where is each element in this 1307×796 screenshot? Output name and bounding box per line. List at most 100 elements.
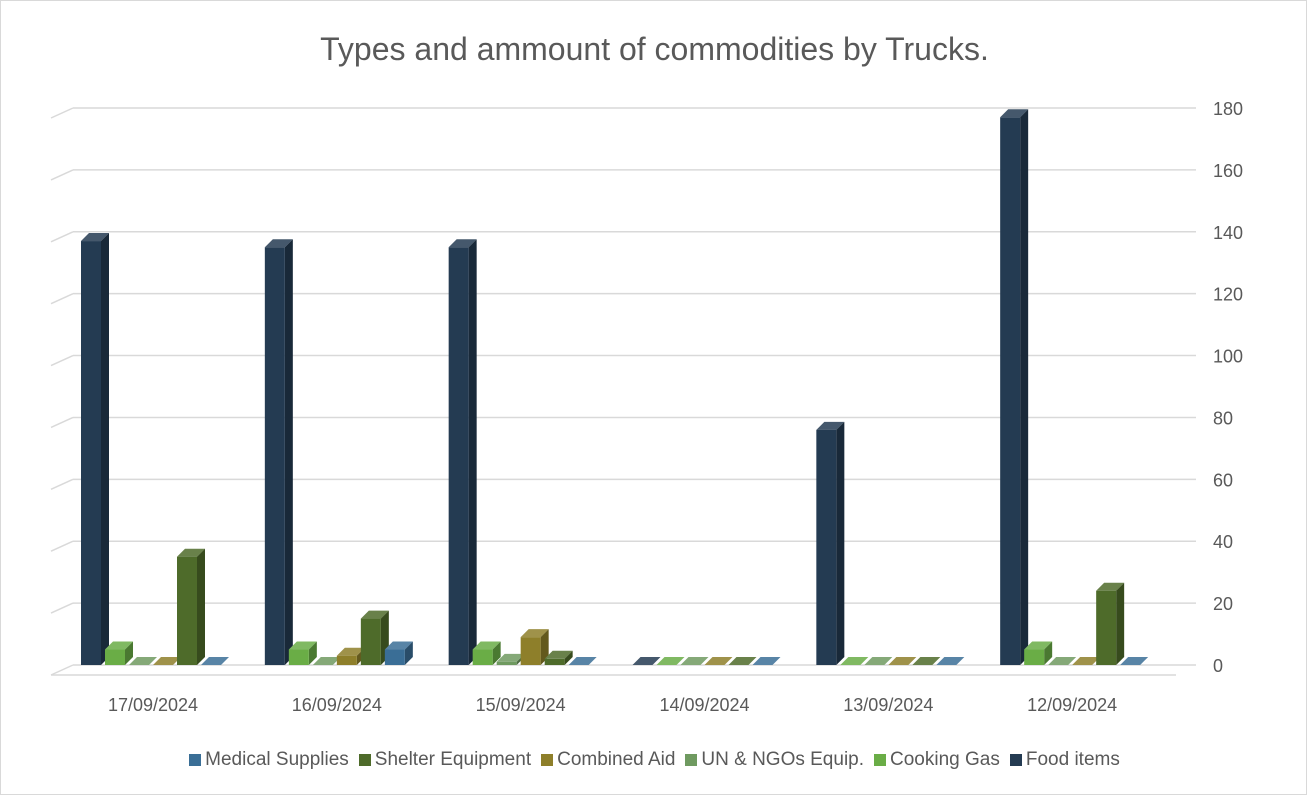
bar <box>544 658 565 665</box>
chart-legend: Medical Supplies Shelter Equipment Combine… <box>1 749 1307 771</box>
chart-title: Types and ammount of commodities by Truc… <box>320 31 989 67</box>
legend-item: Shelter Equipment <box>358 749 532 771</box>
bar-top <box>864 657 893 665</box>
bar <box>1024 649 1045 665</box>
bar-top <box>544 650 573 659</box>
bar-top <box>1048 657 1077 665</box>
bar-side <box>468 239 477 665</box>
y-tick-label: 100 <box>1213 347 1243 367</box>
bar-top <box>752 657 781 665</box>
x-tick-label: 15/09/2024 <box>476 695 566 715</box>
bar-top <box>632 657 661 665</box>
bar-top <box>728 657 757 665</box>
bar-side <box>125 641 133 665</box>
bar-top <box>81 233 109 242</box>
bar-top <box>153 657 181 665</box>
gridline-depth <box>50 107 74 119</box>
bar-side <box>492 641 501 665</box>
gridline-depth <box>50 664 74 676</box>
x-tick-label: 12/09/2024 <box>1027 695 1117 715</box>
gridline-depth <box>50 416 74 429</box>
bar-top <box>704 657 733 665</box>
legend-label: UN & NGOs Equip. <box>701 749 865 770</box>
bar-top <box>1024 641 1053 650</box>
bar-top <box>177 548 205 557</box>
bar-side <box>564 650 573 665</box>
y-tick-label: 80 <box>1213 408 1233 428</box>
bar <box>384 649 405 665</box>
legend-label: Cooking Gas <box>890 749 1000 770</box>
bar-top <box>1000 109 1029 118</box>
bar-top <box>336 647 365 656</box>
bar-top <box>288 641 317 650</box>
legend-item: UN & NGOs Equip. <box>685 749 864 771</box>
x-tick-label: 17/09/2024 <box>108 695 198 715</box>
bar-top <box>1072 657 1101 665</box>
bar-side <box>1044 641 1053 665</box>
bar-top <box>264 239 293 248</box>
legend-label: Combined Aid <box>557 749 676 770</box>
bar-top <box>840 657 869 665</box>
y-tick-label: 60 <box>1213 470 1233 490</box>
gridline-depth <box>50 602 74 614</box>
legend-swatch <box>874 754 887 766</box>
y-tick-label: 140 <box>1213 223 1243 243</box>
x-tick-label: 13/09/2024 <box>843 695 933 715</box>
bar-top <box>129 657 157 665</box>
bar <box>1096 590 1117 665</box>
bar-side <box>1116 582 1125 665</box>
bar-top <box>472 641 501 650</box>
legend-swatch <box>358 754 371 766</box>
legend-item: Medical Supplies <box>189 749 349 771</box>
bar <box>448 247 469 665</box>
bar-side <box>101 233 109 666</box>
bar <box>288 649 309 665</box>
legend-label: Shelter Equipment <box>374 749 532 770</box>
bar <box>472 649 493 665</box>
bar-top <box>888 657 917 665</box>
legend-swatch <box>189 754 202 766</box>
bar-top <box>520 629 549 638</box>
bar-side <box>1020 109 1029 666</box>
legend-swatch <box>685 754 698 766</box>
bar-top <box>816 421 845 430</box>
legend-swatch <box>541 754 554 766</box>
bar <box>520 637 541 665</box>
gridline-depth <box>50 231 74 243</box>
legend-swatch <box>1009 754 1022 766</box>
bar <box>496 661 517 665</box>
bar-top <box>360 610 389 619</box>
bar-top <box>568 657 597 665</box>
y-tick-label: 20 <box>1213 594 1233 614</box>
bar-side <box>197 548 205 665</box>
legend-label: Medical Supplies <box>205 749 349 770</box>
bar <box>264 247 285 665</box>
legend-item: Food items <box>1009 749 1120 771</box>
bar-side <box>540 629 549 665</box>
y-tick-label: 120 <box>1213 285 1243 305</box>
bar <box>105 649 125 665</box>
bar-top <box>384 641 413 650</box>
bar-top <box>448 239 477 248</box>
bar <box>360 618 381 665</box>
bar-top <box>912 657 941 665</box>
gridline-depth <box>50 169 74 181</box>
bar <box>177 556 197 665</box>
y-tick-label: 0 <box>1213 656 1223 676</box>
bar-top <box>656 657 685 665</box>
bar-side <box>308 641 317 665</box>
y-tick-label: 180 <box>1213 99 1243 119</box>
y-tick-label: 160 <box>1213 161 1243 181</box>
bar-top <box>201 657 229 665</box>
bar-top <box>105 641 133 650</box>
bar-top <box>312 657 341 665</box>
bar <box>1000 117 1021 666</box>
bar-side <box>836 421 845 665</box>
bar <box>336 655 357 665</box>
bar-top <box>936 657 965 665</box>
gridline-depth <box>50 540 74 552</box>
bar-side <box>284 239 293 665</box>
legend-label: Food items <box>1025 749 1120 770</box>
